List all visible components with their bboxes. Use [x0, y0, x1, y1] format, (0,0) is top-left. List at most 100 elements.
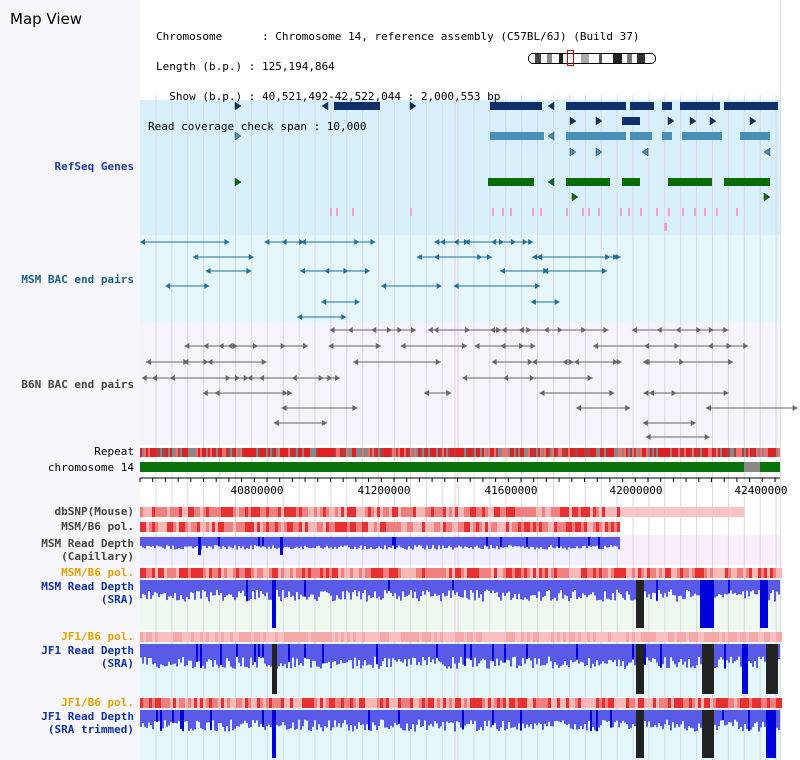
repeat-segment — [588, 448, 590, 457]
polymorphism-cell — [494, 568, 497, 578]
depth-bar — [660, 580, 662, 594]
polymorphism-cell — [392, 698, 395, 708]
depth-bar — [406, 644, 408, 667]
depth-bar — [536, 710, 538, 726]
polymorphism-cell — [392, 507, 395, 517]
polymorphism-cell — [557, 568, 560, 578]
repeat-segment — [468, 448, 470, 457]
repeat-segment — [764, 448, 766, 457]
depth-bar — [422, 644, 424, 658]
repeat-segment — [768, 448, 770, 457]
polymorphism-cell — [572, 698, 575, 708]
depth-bar — [486, 710, 488, 727]
depth-bar — [534, 580, 536, 596]
repeat-segment — [536, 448, 538, 457]
chromosome-ideogram-icon[interactable] — [528, 53, 656, 64]
polymorphism-cell — [155, 522, 158, 532]
polymorphism-cell — [173, 632, 176, 642]
repeat-segment — [600, 448, 602, 457]
depth-bar — [150, 580, 152, 599]
depth-bar — [224, 580, 226, 598]
depth-bar — [364, 644, 366, 661]
polymorphism-cell — [278, 507, 281, 517]
depth-bar — [546, 537, 548, 550]
depth-bar — [508, 644, 510, 661]
repeat-segment — [646, 448, 648, 457]
depth-bar — [380, 580, 382, 600]
polymorphism-cell — [311, 568, 314, 578]
polymorphism-cell — [488, 632, 491, 642]
depth-bar — [434, 710, 436, 722]
depth-bar — [618, 537, 620, 550]
depth-bar — [558, 580, 560, 594]
repeat-segment — [684, 448, 686, 457]
polymorphism-cell — [191, 698, 194, 708]
depth-bar — [404, 537, 406, 549]
b6n-bac-track-bg — [140, 323, 780, 445]
repeat-segment — [706, 448, 708, 457]
polymorphism-cell — [740, 632, 743, 642]
axis-tick-label: 41600000 — [484, 484, 538, 497]
polymorphism-cell — [449, 522, 452, 532]
depth-bar — [492, 580, 494, 591]
polymorphism-cell — [269, 698, 272, 708]
polymorphism-cell — [158, 568, 161, 578]
repeat-segment — [736, 448, 738, 457]
right-scroll-area[interactable] — [780, 0, 800, 760]
repeat-segment — [376, 448, 378, 457]
polymorphism-cell — [374, 568, 377, 578]
polymorphism-cell — [479, 698, 482, 708]
polymorphism-cell — [287, 522, 290, 532]
depth-bar — [754, 644, 756, 662]
bac-end-marker — [581, 327, 587, 333]
depth-bar — [286, 537, 288, 547]
depth-bar — [192, 710, 194, 731]
repeat-segment — [230, 448, 232, 457]
polymorphism-cell — [683, 568, 686, 578]
depth-bar — [228, 710, 230, 732]
depth-bar — [350, 644, 352, 661]
depth-bar — [560, 537, 562, 547]
polymorphism-cell — [362, 522, 365, 532]
polymorphism-cell — [752, 698, 755, 708]
depth-bar — [562, 580, 564, 599]
polymorphism-cell — [221, 632, 224, 642]
depth-bar — [340, 710, 342, 728]
depth-bar — [662, 644, 664, 665]
depth-bar — [306, 710, 308, 721]
depth-bar — [220, 644, 222, 666]
depth-bar — [474, 537, 476, 547]
polymorphism-cell — [299, 568, 302, 578]
depth-bar — [440, 644, 442, 663]
depth-bar — [296, 710, 298, 729]
depth-bar — [182, 580, 184, 600]
polymorphism-cell — [770, 632, 773, 642]
repeat-segment — [338, 448, 340, 457]
polymorphism-cell — [206, 507, 209, 517]
polymorphism-cell — [353, 568, 356, 578]
depth-bar — [362, 644, 364, 666]
polymorphism-cell — [530, 522, 533, 532]
region-marker-icon[interactable] — [567, 50, 574, 66]
depth-bar — [442, 710, 444, 722]
gene-block — [622, 117, 640, 125]
repeat-segment — [342, 448, 344, 457]
depth-bar — [432, 710, 434, 727]
repeat-segment — [606, 448, 608, 457]
depth-bar — [656, 580, 658, 601]
depth-bar — [448, 537, 450, 546]
depth-bar — [420, 580, 422, 597]
depth-bar — [726, 580, 728, 595]
repeat-segment — [496, 448, 498, 457]
depth-bar — [444, 644, 446, 666]
depth-bar — [526, 580, 528, 600]
repeat-segment — [426, 448, 428, 457]
polymorphism-cell — [743, 698, 746, 708]
depth-bar — [742, 580, 744, 592]
bac-end-marker — [204, 283, 210, 289]
polymorphism-cell — [368, 632, 371, 642]
depth-bar — [234, 710, 236, 729]
polymorphism-cell — [644, 568, 647, 578]
depth-bar — [172, 710, 174, 724]
